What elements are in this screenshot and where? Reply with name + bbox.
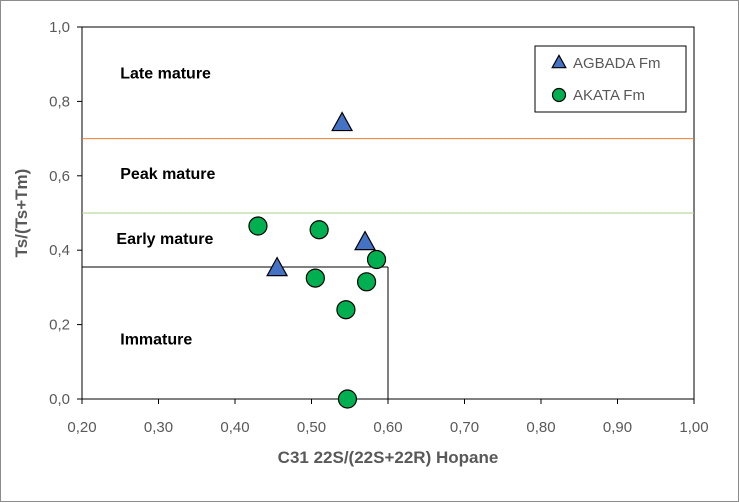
akata-point	[305, 268, 325, 288]
agbada-point	[331, 111, 354, 132]
legend: AGBADA Fm AKATA Fm	[534, 45, 687, 113]
legend-marker	[551, 54, 567, 69]
y-tick-label: 0,2	[49, 317, 70, 334]
y-axis-title: Ts/(Ts+Tm)	[12, 169, 31, 258]
y-tick-label: 1,0	[49, 19, 70, 36]
y-axis-ticks: 0,0 0,2 0,4 0,6 0,8 1,0	[49, 19, 82, 408]
y-tick-label: 0,4	[49, 242, 70, 259]
maturity-zone-labels: Late mature Peak mature Early mature Immatu…	[116, 66, 215, 349]
x-axis-ticks: 0,20 0,30 0,40 0,50 0,60 0,70 0,80 0,90 1,00	[67, 399, 709, 436]
y-tick-label: 0,6	[49, 168, 70, 185]
x-tick-label: 0,50	[297, 419, 326, 436]
agbada-point	[354, 230, 377, 251]
data-points	[248, 111, 387, 409]
akata-point	[336, 300, 356, 320]
reference-lines	[82, 138, 694, 214]
legend-label: AGBADA Fm	[573, 55, 661, 72]
y-tick-label: 0,8	[49, 93, 70, 110]
x-tick-label: 0,60	[373, 419, 402, 436]
x-tick-label: 0,90	[603, 419, 632, 436]
x-tick-label: 0,20	[67, 419, 96, 436]
immature-boundary	[82, 266, 389, 399]
x-axis-title: C31 22S/(22S+22R) Hopane	[278, 448, 499, 467]
zone-label-2: Early mature	[116, 231, 213, 248]
x-tick-label: 0,80	[526, 419, 555, 436]
legend-marker	[551, 87, 567, 103]
x-tick-label: 0,40	[220, 419, 249, 436]
akata-point	[356, 272, 377, 292]
x-tick-label: 0,30	[144, 419, 173, 436]
akata-point	[248, 216, 268, 236]
akata-point	[309, 220, 329, 240]
zone-label-0: Late mature	[120, 66, 211, 83]
akata-point	[337, 389, 358, 409]
zone-label-1: Peak mature	[120, 166, 215, 183]
x-tick-label: 0,70	[450, 419, 479, 436]
x-tick-label: 1,00	[679, 419, 708, 436]
zone-label-3: Immature	[120, 331, 192, 348]
agbada-point	[266, 256, 289, 277]
legend-label: AKATA Fm	[573, 87, 645, 104]
y-tick-label: 0,0	[49, 391, 70, 408]
akata-point	[366, 249, 387, 270]
